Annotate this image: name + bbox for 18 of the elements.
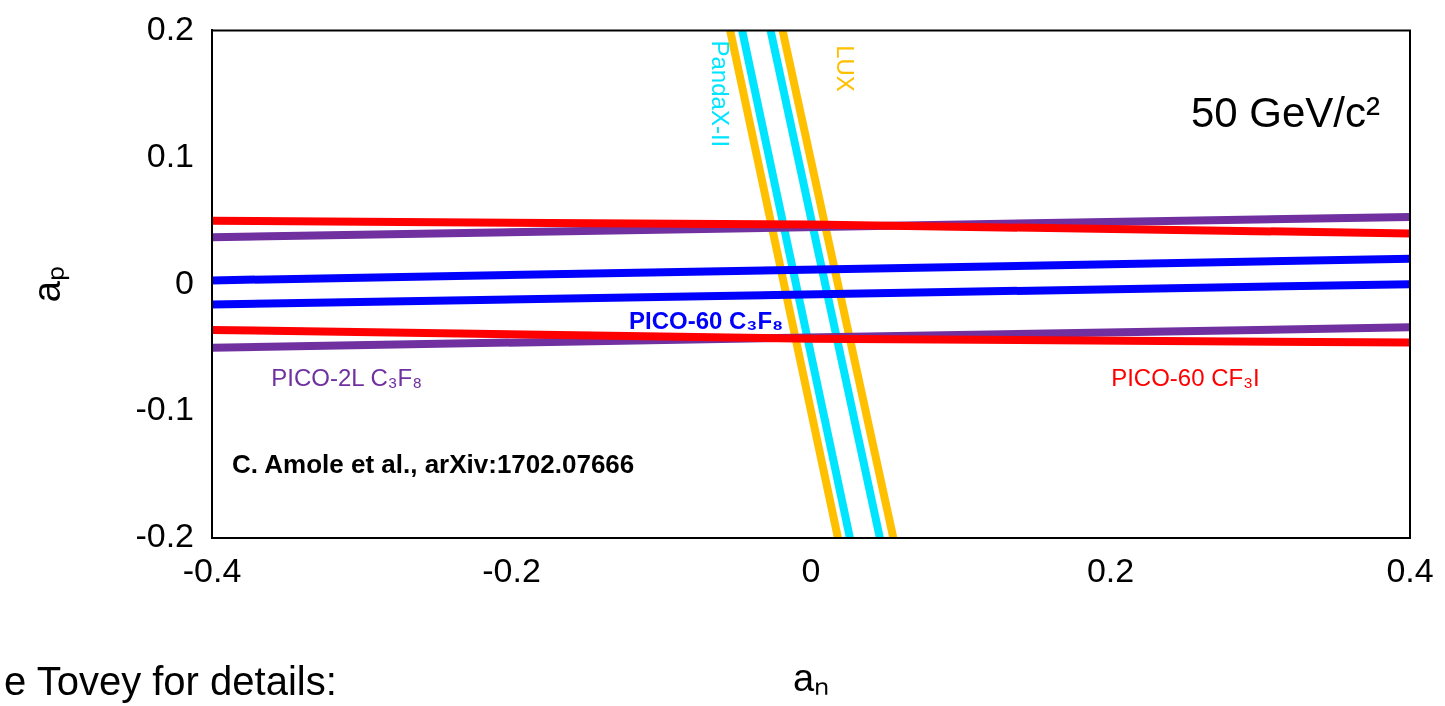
x-tick-label: 0.4 — [1386, 550, 1434, 589]
text: PICO-60 CF₃I — [1111, 364, 1260, 391]
text: e Tovey for details: — [4, 659, 337, 704]
x-tick-label: 0 — [801, 550, 821, 589]
x-tick-label: 0.2 — [1086, 550, 1135, 589]
x-axis-title: aₙ — [792, 657, 830, 700]
text: LUX — [832, 45, 860, 92]
y-tick-label: 0.2 — [146, 8, 194, 47]
annotation: C. Amole et al., arXiv:1702.07666 — [232, 449, 635, 480]
y-tick-label: -0.1 — [135, 389, 194, 428]
x-tick-label: -0.2 — [482, 550, 541, 589]
text: PICO-2L C₃F₈ — [271, 364, 423, 391]
y-tick-label: 0.1 — [146, 135, 194, 174]
annotation: 50 GeV/c² — [1190, 88, 1380, 136]
y-axis-title: aₚ — [26, 266, 71, 303]
text: PandaX-II — [706, 40, 734, 148]
y-tick-label: 0 — [175, 262, 194, 301]
series-label: PICO-60 C₃F₈ — [629, 306, 784, 334]
